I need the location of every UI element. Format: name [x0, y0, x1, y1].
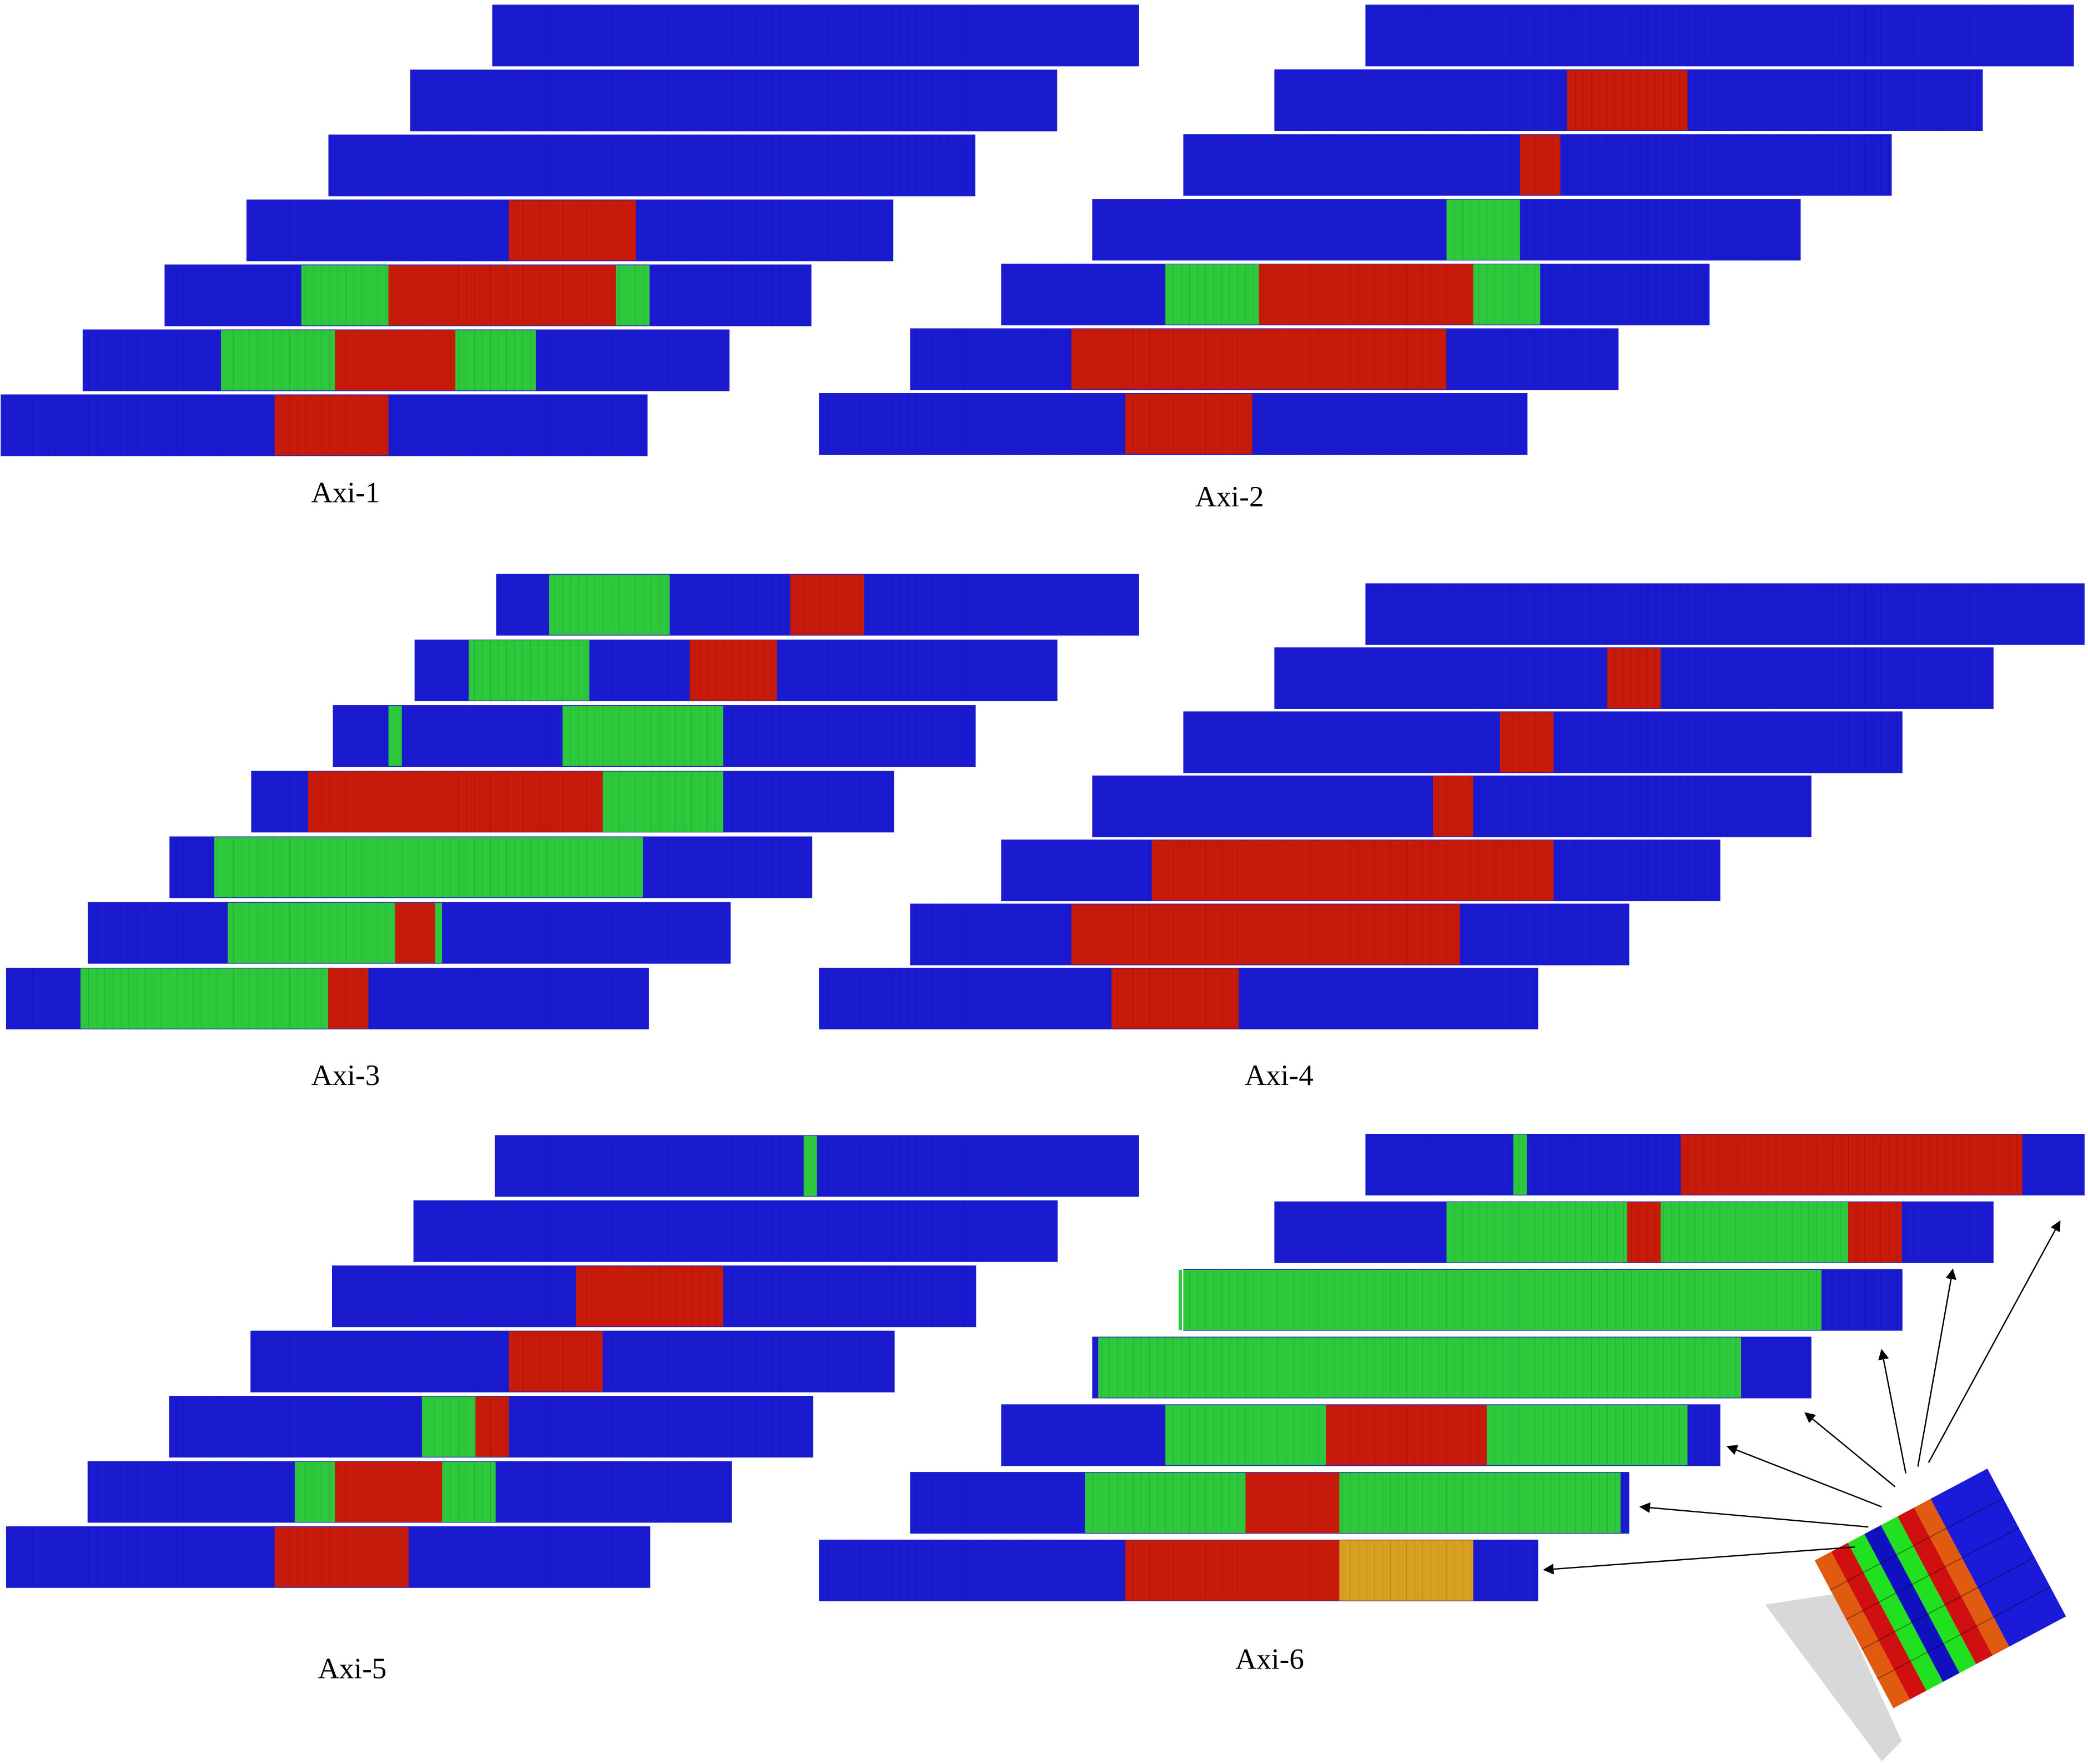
mesh: [249, 1329, 896, 1394]
mesh: [999, 1403, 1722, 1468]
panel-label: Axi-4: [1245, 1059, 1314, 1092]
panel-labels: Axi-1 Axi-2 Axi-3 Axi-4 Axi-5 Axi-6: [311, 477, 1314, 1685]
mesh: [495, 572, 1141, 637]
mesh: [1364, 582, 2086, 646]
mesh: [999, 262, 1711, 327]
mesh: [999, 838, 1722, 903]
mesh: [330, 1264, 978, 1329]
mesh: [908, 902, 1631, 967]
mesh: [1181, 1268, 1904, 1333]
mesh: [413, 638, 1059, 703]
mesh: [1273, 68, 1984, 133]
panel-label: Axi-2: [1195, 481, 1264, 513]
mesh: [908, 327, 1620, 391]
mesh: [1181, 133, 1893, 198]
shadow: [1765, 1594, 1902, 1762]
mesh: [4, 966, 651, 1031]
panel-label: Axi-5: [318, 1653, 387, 1685]
mesh: [163, 263, 813, 328]
mesh: [908, 1470, 1631, 1535]
mesh: [1181, 710, 1904, 775]
mesh: [86, 901, 732, 966]
mesh: [1090, 1335, 1813, 1400]
mesh: [494, 1134, 1141, 1198]
mesh: [81, 328, 731, 393]
mesh: [1090, 774, 1813, 839]
mesh: [0, 393, 649, 458]
mesh: [168, 1394, 815, 1459]
mesh: [86, 1460, 733, 1524]
panel-label: Axi-3: [311, 1059, 380, 1092]
mesh: [1273, 646, 1995, 711]
mesh: [168, 835, 814, 899]
mesh: [1364, 1132, 2086, 1197]
mesh: [245, 198, 895, 263]
mesh: [327, 133, 977, 198]
panel-label: Axi-1: [311, 477, 380, 509]
layup-diagram: [1543, 1220, 2066, 1762]
mesh: [412, 1199, 1059, 1264]
layers: [1814, 1468, 2066, 1708]
mesh: [250, 769, 895, 834]
mesh: [1273, 1200, 1995, 1265]
mesh: [817, 966, 1540, 1031]
mesh: [4, 1525, 652, 1590]
mesh: [1364, 3, 2075, 68]
mesh: [409, 68, 1059, 133]
mesh: [331, 703, 977, 768]
mesh: [817, 1538, 1540, 1603]
mesh: [1090, 197, 1802, 262]
arrows: [1543, 1220, 2061, 1575]
mesh: [817, 391, 1529, 456]
contour-strips: [0, 3, 2086, 1603]
panel-label: Axi-6: [1235, 1644, 1304, 1676]
mesh: [491, 3, 1141, 68]
